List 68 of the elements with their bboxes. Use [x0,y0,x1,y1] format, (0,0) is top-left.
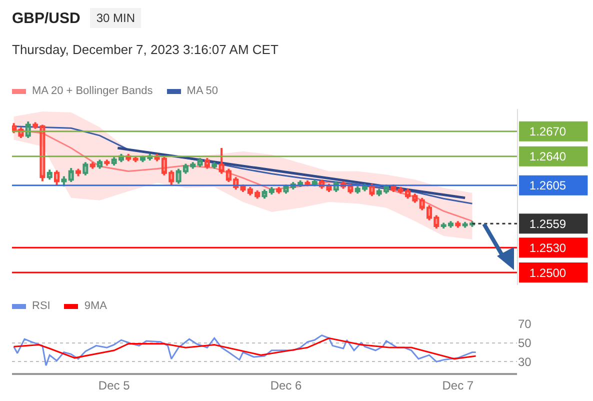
x-tick-label: Dec 5 [98,378,130,392]
candlestick [398,186,404,195]
candlestick [262,188,268,200]
text: 30 MIN [90,8,142,28]
y-tick-label: 1.2500 [529,266,566,280]
candlestick [204,156,210,170]
candlestick [190,161,196,170]
candlestick [440,222,446,230]
candlestick [412,192,418,204]
candlestick [32,121,38,130]
candlestick [197,156,203,168]
line-series [13,337,477,360]
candlestick [376,188,382,198]
candlestick [405,188,411,200]
candlestick [283,184,289,195]
y-tick-label: 1.2640 [529,150,566,164]
candlestick [82,161,88,176]
candlestick [104,158,110,166]
y-tick-label: 30 [518,354,532,369]
legend-label: MA 50 [186,85,218,98]
candlestick [240,184,246,194]
y-tick-label: 50 [518,336,532,350]
candlestick [434,214,440,230]
candlestick [212,161,218,170]
candlestick [455,220,461,229]
candlestick [182,162,188,175]
candlestick [276,186,282,195]
candlestick [40,124,46,182]
legend-label: RSI [32,300,50,312]
candlestick [369,182,375,198]
candlestick [54,169,60,186]
candlestick [268,186,274,196]
candlestick [247,186,253,196]
line-series [13,334,477,366]
y-tick-label: 1.2559 [529,216,566,231]
candlestick [68,166,74,184]
y-tick-label: 70 [518,317,532,332]
legend-label: MA 20 + Bollinger Bands [32,85,153,98]
candlestick [254,189,260,200]
chart-subtitle: Thursday, December 7, 2023 3:16:07 AM CET [12,42,278,57]
candlestick [12,122,17,134]
candlestick [448,220,454,229]
x-tick-label: Dec 6 [270,378,302,392]
candlestick [354,185,360,195]
x-tick-label: Dec 7 [442,378,474,392]
candlestick [218,147,224,175]
chart-title: GBP/USD [12,10,80,26]
candlestick [96,158,102,170]
candlestick [384,184,390,195]
candlestick [25,120,31,140]
candlestick [46,168,52,181]
candlestick [426,204,432,222]
candlestick [419,196,425,212]
candlestick [132,155,138,164]
candlestick [111,156,117,166]
candlestick [76,168,82,178]
candlestick [168,169,174,186]
legend-label: 9MA [84,300,107,312]
candlestick [176,168,182,185]
candlestick [90,161,96,170]
candlestick [462,220,468,229]
line-series [13,129,473,222]
candlestick [161,155,167,176]
candlestick [226,168,232,184]
y-tick-label: 1.2605 [529,178,566,193]
candlestick [390,184,396,194]
y-tick-label: 1.2530 [529,240,566,255]
y-tick-label: 1.2670 [529,124,566,139]
